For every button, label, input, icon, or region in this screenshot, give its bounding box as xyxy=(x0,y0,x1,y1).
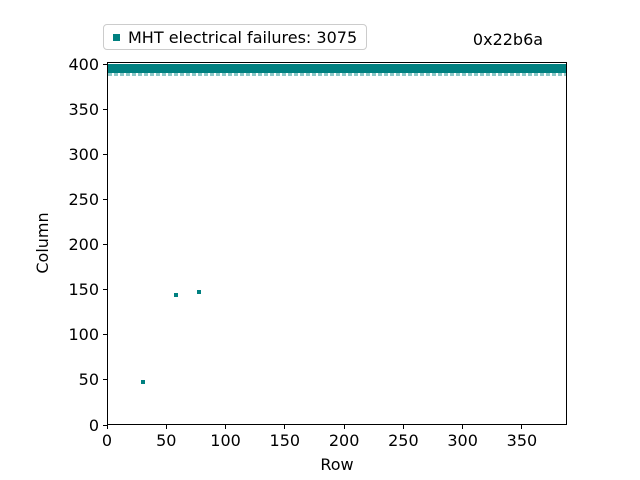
y-tick-label: 350 xyxy=(68,100,99,120)
y-tick-label: 100 xyxy=(68,325,99,345)
x-tick-mark xyxy=(225,425,227,429)
y-tick-mark xyxy=(103,109,107,111)
y-tick-label: 300 xyxy=(68,145,99,165)
x-axis-label: Row xyxy=(320,455,354,474)
x-tick-mark xyxy=(521,425,523,429)
scatter-point xyxy=(140,379,145,384)
y-tick-mark xyxy=(103,334,107,336)
x-tick-mark xyxy=(402,425,404,429)
y-tick-mark xyxy=(103,244,107,246)
y-tick-label: 250 xyxy=(68,190,99,210)
x-tick-mark xyxy=(343,425,345,429)
y-tick-label: 400 xyxy=(68,55,99,75)
x-tick-label: 250 xyxy=(388,431,419,450)
x-tick-label: 350 xyxy=(506,431,538,450)
x-tick-label: 300 xyxy=(447,431,478,450)
y-tick-mark xyxy=(103,199,107,201)
y-tick-mark xyxy=(103,379,107,381)
x-tick-label: 150 xyxy=(269,431,301,450)
x-tick-mark xyxy=(106,425,108,429)
axes-frame xyxy=(107,62,567,425)
legend-marker-square-icon xyxy=(113,33,120,41)
y-tick-mark xyxy=(103,289,107,291)
y-tick-mark xyxy=(103,154,107,156)
legend: MHT electrical failures: 3075 xyxy=(103,24,368,50)
plot-area xyxy=(107,62,567,425)
chip-id-annotation: 0x22b6a xyxy=(472,30,544,49)
scatter-point xyxy=(173,293,178,298)
failure-band-dashed-edge xyxy=(108,73,566,77)
x-tick-mark xyxy=(284,425,286,429)
y-tick-mark xyxy=(103,424,107,426)
x-tick-mark xyxy=(165,425,167,429)
x-tick-label: 0 xyxy=(101,431,113,450)
legend-label: MHT electrical failures: 3075 xyxy=(128,27,358,47)
failure-band xyxy=(108,63,566,74)
y-tick-label: 200 xyxy=(68,235,99,255)
x-tick-mark xyxy=(462,425,464,429)
x-tick-label: 200 xyxy=(328,431,360,450)
x-tick-label: 100 xyxy=(210,431,241,450)
y-tick-label: 150 xyxy=(68,280,99,300)
x-tick-label: 50 xyxy=(156,431,177,450)
y-tick-label: 0 xyxy=(88,415,99,435)
y-tick-label: 50 xyxy=(78,370,99,390)
scatter-point xyxy=(197,289,202,294)
y-tick-mark xyxy=(103,64,107,66)
